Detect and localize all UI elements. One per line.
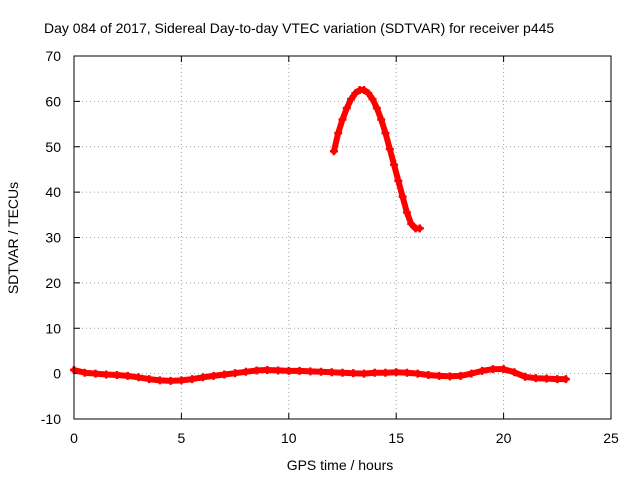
- chart-title: Day 084 of 2017, Sidereal Day-to-day VTE…: [44, 20, 554, 36]
- data-point: [80, 368, 89, 377]
- data-point: [123, 371, 132, 380]
- data-point: [435, 371, 444, 380]
- data-point: [402, 368, 411, 377]
- data-point: [510, 368, 519, 377]
- x-tick-label: 10: [281, 430, 297, 446]
- data-point: [359, 86, 368, 95]
- x-tick-label: 5: [178, 430, 186, 446]
- data-point: [274, 366, 283, 375]
- data-point: [329, 147, 338, 156]
- y-tick-label: 60: [45, 93, 61, 109]
- data-point: [252, 366, 261, 375]
- y-tick-label: 50: [45, 139, 61, 155]
- plot-frame: [73, 55, 612, 420]
- data-point: [284, 366, 293, 375]
- data-point: [478, 366, 487, 375]
- data-point: [263, 365, 272, 374]
- data-point: [209, 371, 218, 380]
- data-point: [381, 368, 390, 377]
- data-point: [368, 95, 377, 104]
- data-point: [456, 371, 465, 380]
- series-sdtvar-arc: [329, 86, 424, 233]
- data-point: [102, 370, 111, 379]
- data-point: [390, 160, 399, 169]
- data-point: [112, 370, 121, 379]
- data-point: [134, 373, 143, 382]
- data-point: [188, 375, 197, 384]
- data-point: [241, 367, 250, 376]
- data-point: [407, 219, 416, 228]
- data-point: [338, 115, 347, 124]
- data-point: [359, 369, 368, 378]
- data-point: [364, 89, 373, 98]
- y-tick-label: 10: [45, 320, 61, 336]
- data-point: [198, 373, 207, 382]
- data-point: [338, 368, 347, 377]
- data-point: [488, 365, 497, 374]
- y-tick-label: -10: [41, 411, 61, 427]
- data-point: [347, 95, 356, 104]
- data-point: [145, 375, 154, 384]
- y-tick-label: 30: [45, 230, 61, 246]
- data-point: [561, 375, 570, 384]
- data-point: [499, 365, 508, 374]
- y-tick-label: 40: [45, 184, 61, 200]
- data-point: [306, 367, 315, 376]
- data-point: [372, 104, 381, 113]
- x-tick-label: 20: [496, 430, 512, 446]
- data-point: [377, 115, 386, 124]
- x-axis-label: GPS time / hours: [287, 457, 394, 473]
- data-point: [531, 374, 540, 383]
- data-point: [424, 370, 433, 379]
- data-point: [553, 375, 562, 384]
- y-tick-label: 0: [53, 366, 61, 382]
- data-point: [445, 372, 454, 381]
- data-point: [177, 376, 186, 385]
- data-point: [381, 129, 390, 138]
- x-tick-label: 25: [603, 430, 619, 446]
- y-tick-label: 70: [45, 48, 61, 64]
- data-point: [351, 89, 360, 98]
- data-point: [415, 224, 424, 233]
- grid: [74, 56, 611, 419]
- data-point: [392, 368, 401, 377]
- data-point: [231, 369, 240, 378]
- data-point: [467, 369, 476, 378]
- data-point: [413, 369, 422, 378]
- data-point: [521, 372, 530, 381]
- x-tick-label: 15: [388, 430, 404, 446]
- data-point: [334, 129, 343, 138]
- data-point: [370, 368, 379, 377]
- x-tick-label: 0: [70, 430, 78, 446]
- y-tick-label: 20: [45, 275, 61, 291]
- data-point: [155, 376, 164, 385]
- data-point: [220, 370, 229, 379]
- data-point: [349, 369, 358, 378]
- data-point: [398, 192, 407, 201]
- data-point: [342, 104, 351, 113]
- data-point: [166, 376, 175, 385]
- y-axis-label: SDTVAR / TECUs: [5, 182, 21, 294]
- series-layer: [70, 86, 570, 385]
- data-point: [385, 145, 394, 154]
- data-point: [91, 369, 100, 378]
- data-point: [327, 368, 336, 377]
- series-sdtvar-baseline: [70, 365, 570, 385]
- axis-ticks: 0 5 10 15 20 25 -10 0 10 20 30 40 50 60 70: [41, 48, 619, 446]
- data-point: [394, 176, 403, 185]
- data-point: [317, 367, 326, 376]
- data-point: [402, 208, 411, 217]
- data-point: [295, 366, 304, 375]
- data-point: [542, 374, 551, 383]
